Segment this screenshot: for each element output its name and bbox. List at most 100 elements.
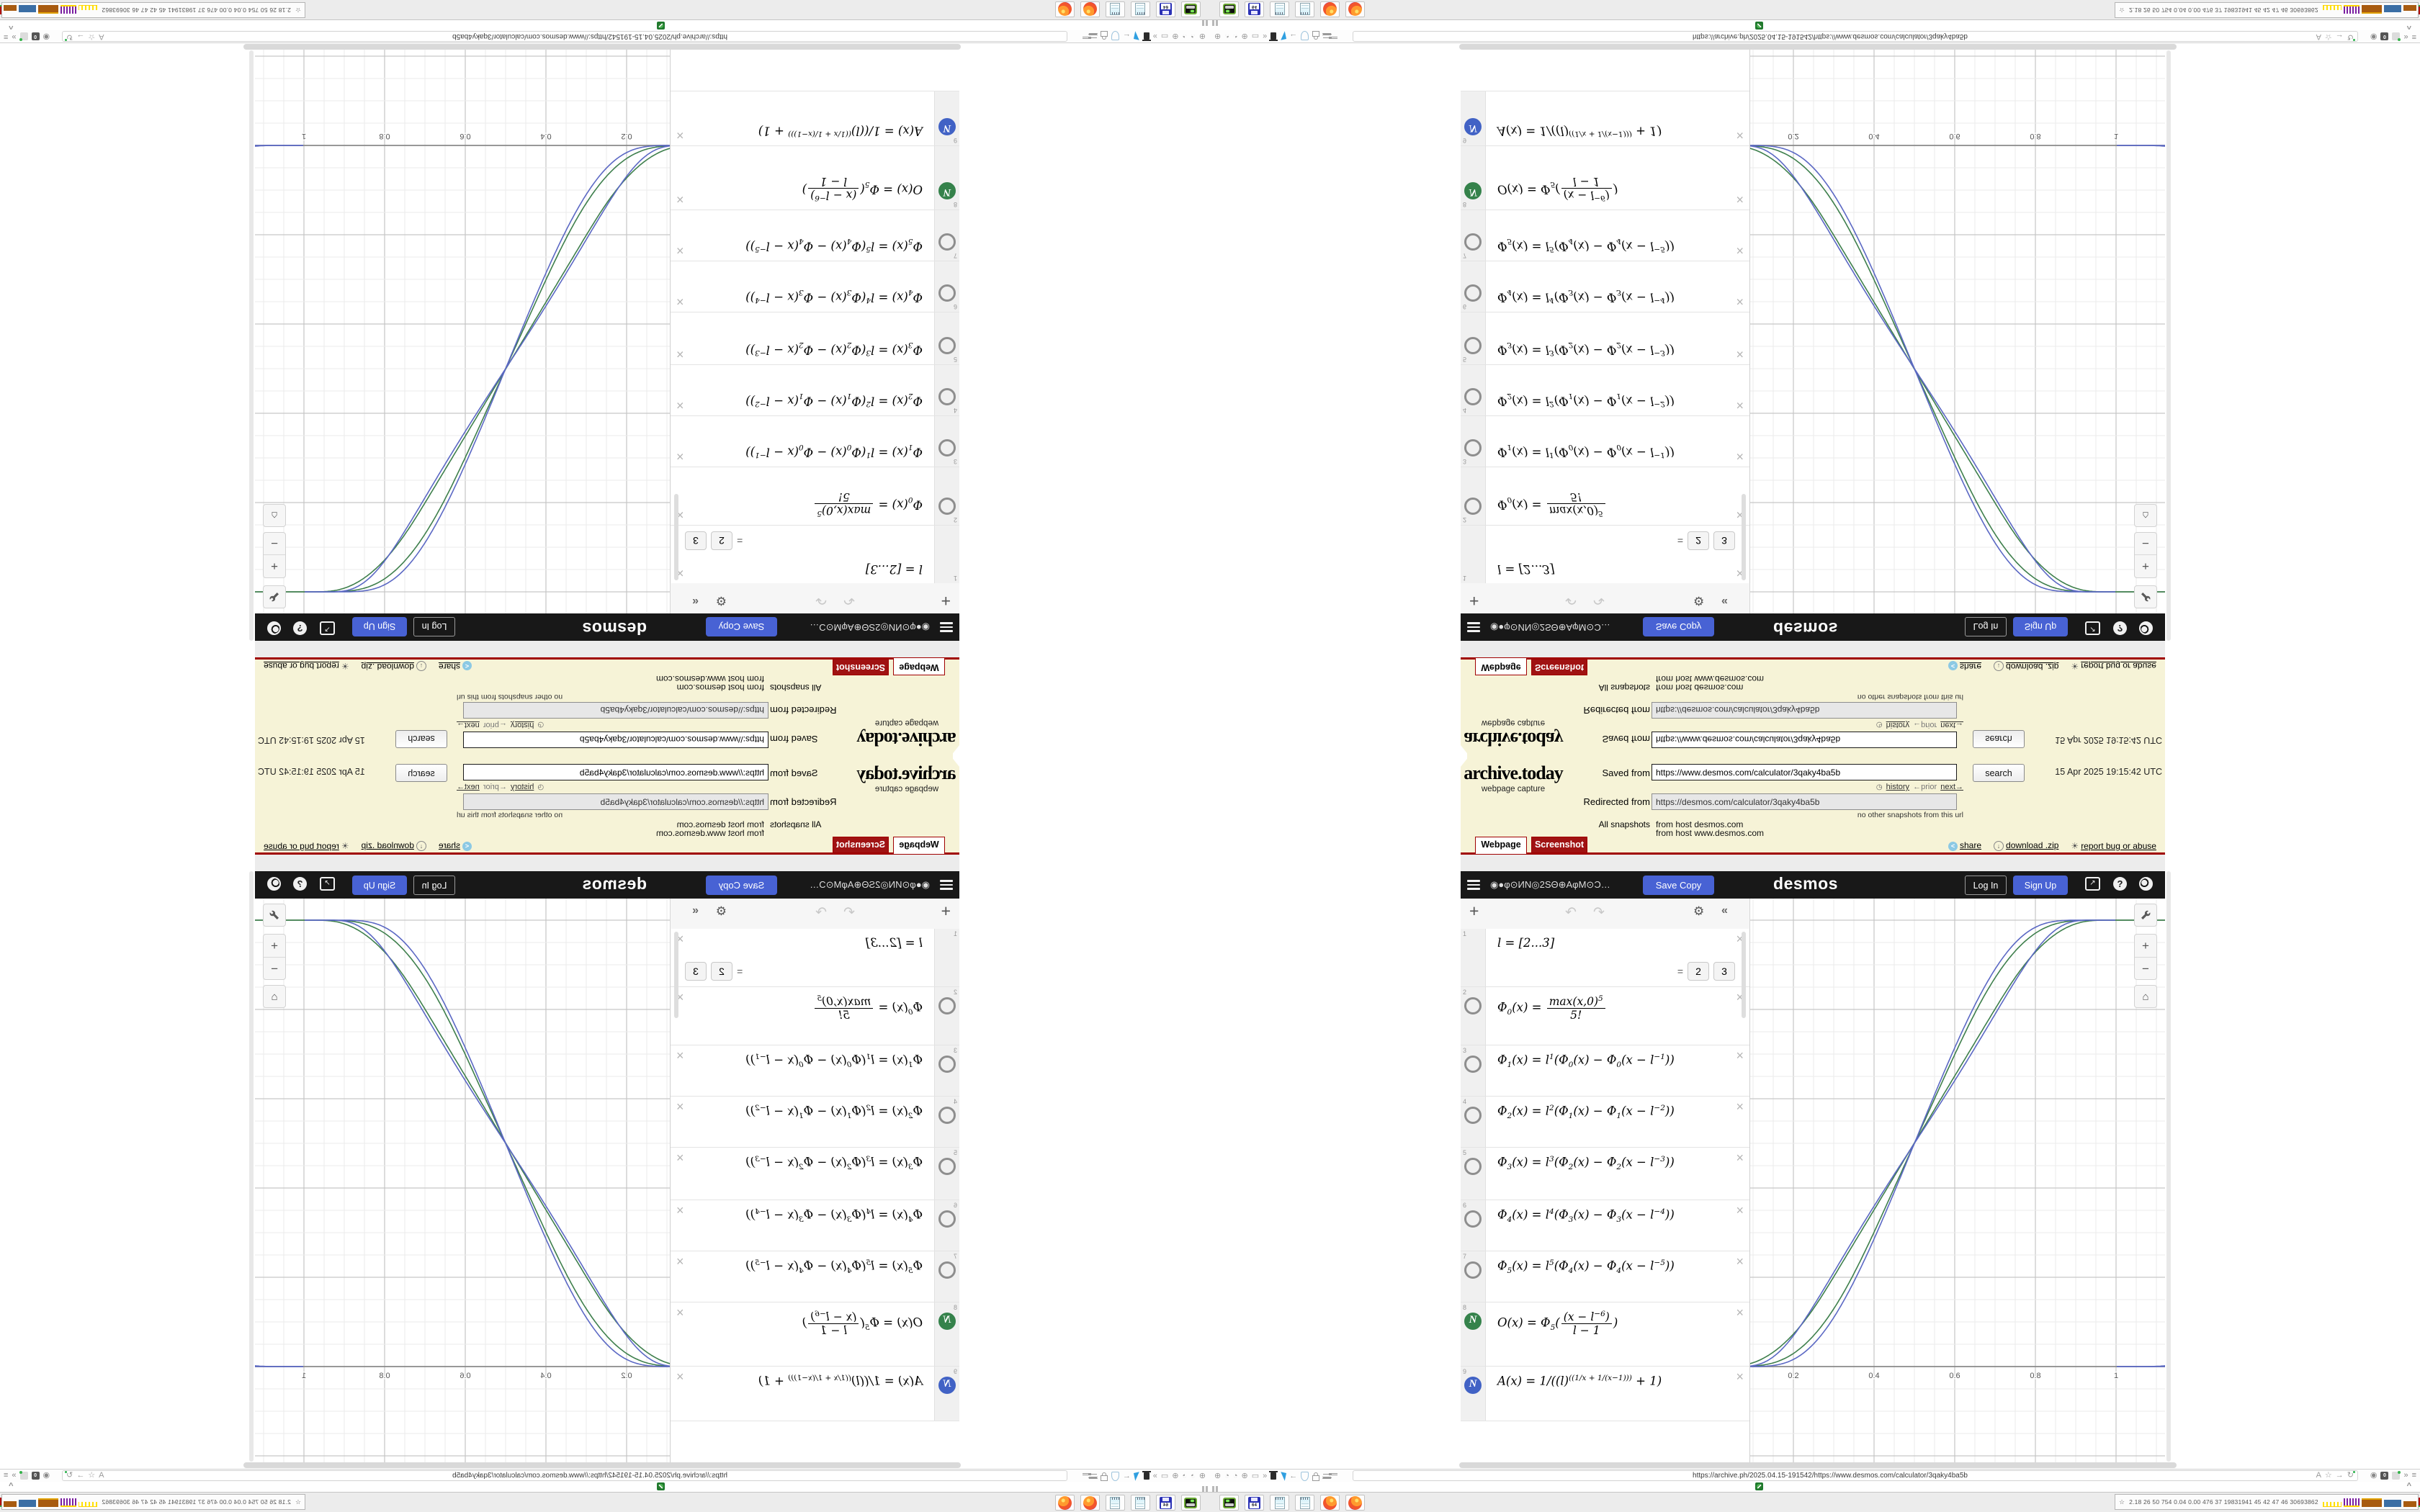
notepad-launcher[interactable] [1131,1,1150,17]
delete-expression-icon[interactable]: × [676,1254,684,1269]
collapse-panel-icon[interactable]: « [692,595,699,608]
sign-up-button[interactable]: Sign Up [352,876,407,895]
blue-dart-icon[interactable] [1133,1471,1141,1481]
sign-up-button[interactable]: Sign Up [2013,617,2068,636]
gauge-icon[interactable]: ◔ [1224,32,1229,41]
expression-row[interactable]: 8 O(x) = Φ5((x − l−6)l − 1)× [671,1302,959,1367]
delete-expression-icon[interactable]: × [1736,1203,1744,1218]
delete-expression-icon[interactable]: × [676,1151,684,1165]
saved-url-input[interactable] [1652,764,1957,780]
arrow-left-icon[interactable]: ← [1289,1471,1298,1480]
zoom-in-button[interactable]: + [2142,939,2149,953]
expression-row[interactable]: 6 Φ4(x) = l4(Φ3(x) − Φ3(x − l−4)) × [671,261,959,312]
plot-color-swatch-icon[interactable] [938,1377,956,1394]
help-icon[interactable]: ? [2113,621,2127,635]
ublock-icon[interactable]: 0 [2380,1472,2389,1480]
delete-expression-icon[interactable]: × [1736,347,1744,361]
grip-handle[interactable] [1212,1483,1219,1496]
puzzle-icon[interactable] [19,32,28,40]
delete-expression-icon[interactable]: × [1736,1369,1744,1384]
expression-math[interactable]: Φ1(x) = l1(Φ0(x) − Φ0(x − l−1)) × [676,1048,923,1069]
delete-expression-icon[interactable]: × [676,347,684,361]
expression-math[interactable]: O(x) = Φ5((x − l−6) l − 1) × [676,1305,923,1338]
sign-up-button[interactable]: Sign Up [2013,876,2068,895]
expression-row[interactable]: 7 Φ5(x) = l5(Φ4(x) − Φ4(x − l−5)) × [1461,1251,1749,1302]
lock-icon[interactable] [1312,31,1320,37]
expression-math[interactable]: Φ5(x) = l5(Φ4(x) − Φ4(x − l−5)) × [676,1254,923,1275]
url-field[interactable]: https://archive.ph/2025.04.15-191542/htt… [1353,1470,2358,1481]
delete-expression-icon[interactable]: × [676,294,684,309]
hidden-plot-circle-icon[interactable] [1464,388,1482,405]
history-link[interactable]: history [510,783,534,791]
next-link[interactable]: next→ [1940,721,1963,729]
blue-dart-icon[interactable] [1279,1471,1287,1481]
expression-row[interactable]: 1 l = [2...3] × = 2 3 [671,525,959,583]
gauge-icon[interactable]: ◔ [1224,1471,1229,1480]
expression-row[interactable]: 5 Φ3(x) = l3(Φ2(x) − Φ2(x − l−3)) × [1461,1148,1749,1200]
delete-expression-icon[interactable]: × [676,192,684,207]
expression-math[interactable]: Φ4(x) = l4(Φ3(x) − Φ3(x − l−4)) × [676,288,923,309]
delete-expression-icon[interactable]: × [1736,1048,1744,1063]
download-zip-link[interactable]: ↓download .zip [1994,661,2058,672]
globe-plus-icon[interactable]: ⊕ [1214,1471,1222,1480]
redirected-url-input[interactable] [1652,793,1957,810]
ublock-icon[interactable]: 0 [31,1472,40,1480]
expression-row[interactable]: 3 Φ1(x) = l1(Φ0(x) − Φ0(x − l−1)) × [1461,415,1749,467]
horizontal-scrollbar[interactable] [243,44,961,50]
expression-math[interactable]: O(x) = Φ5((x − l−6) l − 1) × [1497,1305,1744,1338]
delete-expression-icon[interactable]: × [1736,932,1744,946]
expression-math[interactable]: l = [2...3] × = 2 3 [671,929,934,986]
graph-settings-wrench-icon[interactable] [263,585,286,608]
firefox-launcher[interactable] [1080,1,1100,17]
arrow-left-icon[interactable]: ← [1122,32,1131,41]
chevrons-right-icon[interactable]: » [1263,1471,1268,1480]
hidden-plot-circle-icon[interactable] [938,439,956,456]
expression-math[interactable]: l = [2...3] × = 2 3 [1486,929,1749,986]
delete-expression-icon[interactable]: × [1736,294,1744,309]
host-link-desmos[interactable]: from host desmos.com [676,683,764,693]
redirected-url-input[interactable] [1652,702,1957,719]
hidden-plot-circle-icon[interactable] [1464,337,1482,354]
tab-screenshot[interactable]: Screenshot [833,837,889,852]
expression-row[interactable]: 9 A(x) = 1/((l)((1/x + 1/(x−1))) + 1)× [671,1367,959,1421]
delete-expression-icon[interactable]: × [1736,990,1744,1004]
globe-solid-icon[interactable]: ◉ [42,1471,50,1480]
expression-math[interactable]: Φ1(x) = l1(Φ0(x) − Φ0(x − l−1)) × [1497,443,1744,464]
prior-link[interactable]: ←prior [483,721,507,729]
url-field[interactable]: https://archive.ph/2025.04.15-191542/htt… [1353,31,2358,42]
delete-expression-icon[interactable]: × [676,243,684,258]
graph-paper[interactable]: 0.2 0.4 0.6 0.8 1 + − ⌂ [255,45,670,613]
globe-plus-icon[interactable]: ⊕ [1172,1471,1179,1480]
blue-dart-icon[interactable] [1133,31,1141,41]
expression-math[interactable]: Φ0(x) = max(x,0)5 5! × [1497,490,1744,522]
delete-expression-icon[interactable]: × [676,398,684,413]
chevrons-right-icon[interactable]: » [2403,32,2408,41]
zoom-out-button[interactable]: − [2135,532,2156,555]
chevrons-right-icon[interactable]: » [1152,1471,1157,1480]
shield-icon[interactable] [1111,1471,1119,1481]
zoom-out-button[interactable]: − [264,957,285,980]
expression-row[interactable]: 3 Φ1(x) = l1(Φ0(x) − Φ0(x − l−1)) × [671,1045,959,1097]
folder-icon[interactable]: ▭ [1251,1471,1260,1480]
expression-row[interactable]: 8 O(x) = Φ5((x − l−6)l − 1)× [1461,145,1749,210]
expression-math[interactable]: Φ4(x) = l4(Φ3(x) − Φ3(x − l−4)) × [676,1203,923,1224]
expression-row[interactable]: 9 A(x) = 1/((l)((1/x + 1/(x−1))) + 1)× [1461,1367,1749,1421]
plot-color-swatch-icon[interactable] [1464,118,1482,135]
language-globe-icon[interactable] [2139,621,2153,635]
expression-math[interactable]: l = [2...3] × = 2 3 [1486,526,1749,583]
next-link[interactable]: next→ [1940,783,1963,791]
host-link-www-desmos[interactable]: from host www.desmos.com [1656,828,1765,838]
hidden-plot-circle-icon[interactable] [1464,1056,1482,1073]
trash-icon[interactable] [1269,1471,1278,1480]
share-link[interactable]: <share [1948,661,1981,672]
terminal-launcher[interactable] [1219,1,1239,17]
expression-row[interactable]: 3 Φ1(x) = l1(Φ0(x) − Φ0(x − l−1)) × [1461,1045,1749,1097]
expression-row[interactable]: 9 A(x) = 1/((l)((1/x + 1/(x−1))) + 1)× [671,91,959,145]
lock-icon[interactable] [1312,1472,1320,1481]
terminal-launcher[interactable] [1181,1,1201,17]
expression-math[interactable]: Φ2(x) = l2(Φ1(x) − Φ1(x − l−2)) × [1497,1099,1744,1120]
hidden-plot-circle-icon[interactable] [938,1107,956,1124]
horizontal-scrollbar[interactable] [243,1462,961,1468]
trash-icon[interactable] [1143,32,1150,40]
delete-expression-icon[interactable]: × [1736,398,1744,413]
